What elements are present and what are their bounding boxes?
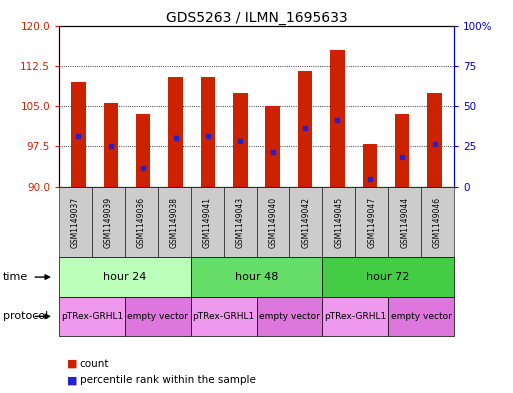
Text: pTRex-GRHL1: pTRex-GRHL1 bbox=[324, 312, 386, 321]
Text: protocol: protocol bbox=[3, 311, 48, 321]
Text: hour 48: hour 48 bbox=[235, 272, 278, 282]
Text: GSM1149038: GSM1149038 bbox=[170, 196, 179, 248]
Bar bbox=[136, 114, 150, 187]
Text: GSM1149041: GSM1149041 bbox=[203, 196, 212, 248]
Bar bbox=[298, 71, 312, 187]
Bar bbox=[201, 77, 215, 187]
Text: GSM1149044: GSM1149044 bbox=[400, 196, 409, 248]
Text: hour 72: hour 72 bbox=[366, 272, 410, 282]
Text: GSM1149045: GSM1149045 bbox=[334, 196, 343, 248]
Text: empty vector: empty vector bbox=[259, 312, 320, 321]
Text: empty vector: empty vector bbox=[391, 312, 451, 321]
Text: count: count bbox=[80, 358, 109, 369]
Text: pTRex-GRHL1: pTRex-GRHL1 bbox=[192, 312, 255, 321]
Text: GSM1149046: GSM1149046 bbox=[433, 196, 442, 248]
Text: GSM1149036: GSM1149036 bbox=[137, 196, 146, 248]
Bar bbox=[427, 93, 442, 187]
Text: percentile rank within the sample: percentile rank within the sample bbox=[80, 375, 255, 386]
Text: pTRex-GRHL1: pTRex-GRHL1 bbox=[61, 312, 123, 321]
Text: GSM1149047: GSM1149047 bbox=[367, 196, 376, 248]
Text: ■: ■ bbox=[67, 358, 77, 369]
Text: GSM1149042: GSM1149042 bbox=[301, 196, 310, 248]
Bar bbox=[71, 82, 86, 187]
Text: GSM1149040: GSM1149040 bbox=[268, 196, 278, 248]
Text: time: time bbox=[3, 272, 28, 282]
Bar bbox=[168, 77, 183, 187]
Bar bbox=[233, 93, 248, 187]
Text: GDS5263 / ILMN_1695633: GDS5263 / ILMN_1695633 bbox=[166, 11, 347, 25]
Text: GSM1149037: GSM1149037 bbox=[71, 196, 80, 248]
Text: GSM1149039: GSM1149039 bbox=[104, 196, 113, 248]
Bar bbox=[265, 106, 280, 187]
Text: hour 24: hour 24 bbox=[103, 272, 147, 282]
Text: GSM1149043: GSM1149043 bbox=[235, 196, 245, 248]
Bar bbox=[330, 50, 345, 187]
Bar bbox=[363, 144, 377, 187]
Text: ■: ■ bbox=[67, 375, 77, 386]
Bar bbox=[395, 114, 409, 187]
Bar bbox=[104, 103, 118, 187]
Text: empty vector: empty vector bbox=[127, 312, 188, 321]
